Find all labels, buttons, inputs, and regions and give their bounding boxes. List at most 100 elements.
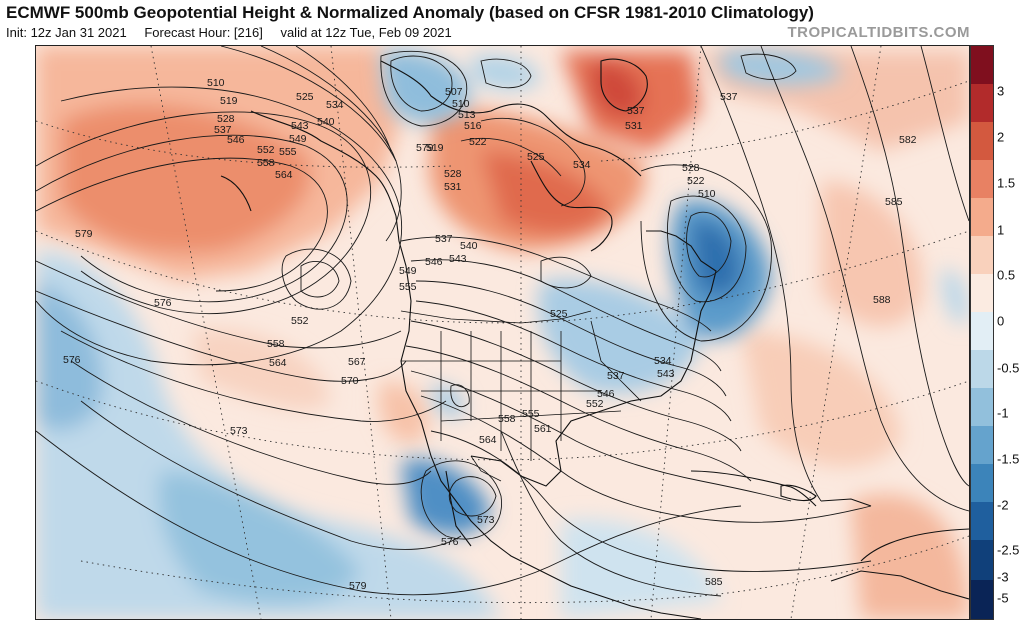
height-label: 534 bbox=[654, 355, 672, 367]
height-label: 510 bbox=[452, 98, 470, 110]
height-label: 528 bbox=[444, 168, 462, 180]
height-label: 564 bbox=[275, 169, 293, 181]
height-contours bbox=[36, 46, 969, 597]
colorbar-segment bbox=[971, 502, 993, 540]
height-label: 519 bbox=[220, 95, 238, 107]
colorbar-segment bbox=[971, 540, 993, 580]
height-label: 585 bbox=[705, 576, 723, 588]
colorbar-tick-label: 1.5 bbox=[997, 175, 1016, 191]
height-label: 537 bbox=[435, 233, 453, 245]
map-svg: 510 519 528 537 546 552 558 564 525 534 … bbox=[36, 46, 969, 619]
height-label: 537 bbox=[607, 370, 625, 382]
height-label: 537 bbox=[214, 124, 232, 136]
colorbar-tick-label: -2 bbox=[997, 497, 1009, 513]
height-label: 510 bbox=[207, 77, 225, 89]
height-label: 531 bbox=[625, 120, 643, 132]
colorbar-tick-label: 0.5 bbox=[997, 267, 1016, 283]
height-label: 552 bbox=[586, 398, 604, 410]
height-label: 579 bbox=[75, 228, 93, 240]
height-label: 516 bbox=[464, 120, 482, 132]
height-label: 528 bbox=[217, 113, 235, 125]
height-label: 525 bbox=[527, 151, 545, 163]
height-label: 540 bbox=[317, 116, 335, 128]
colorbar-segment bbox=[971, 160, 993, 198]
colorbar-tick-label: -5 bbox=[997, 590, 1009, 606]
colorbar-segment bbox=[971, 274, 993, 312]
height-label: 564 bbox=[479, 434, 497, 446]
height-label: 555 bbox=[399, 281, 417, 293]
init-time: Init: 12z Jan 31 2021 bbox=[6, 25, 127, 40]
height-label: 576 bbox=[63, 354, 81, 366]
height-label: 576 bbox=[441, 536, 459, 548]
height-label: 561 bbox=[534, 423, 552, 435]
height-label: 585 bbox=[885, 196, 903, 208]
height-label: 540 bbox=[460, 240, 478, 252]
colorbar-tick-label: 2 bbox=[997, 129, 1005, 145]
height-label: 522 bbox=[687, 175, 705, 187]
site-watermark: TROPICALTIDBITS.COM bbox=[787, 24, 970, 41]
height-label: 558 bbox=[498, 413, 516, 425]
colorbar-tick-label: -3 bbox=[997, 569, 1009, 585]
height-label: 582 bbox=[899, 134, 917, 146]
colorbar-tick-label: -0.5 bbox=[997, 360, 1020, 376]
height-label: 558 bbox=[257, 157, 275, 169]
height-label: 588 bbox=[873, 294, 891, 306]
colorbar-tick-label: -1 bbox=[997, 405, 1009, 421]
height-label: 576 bbox=[154, 297, 172, 309]
colorbar-segment bbox=[971, 312, 993, 350]
colorbar-tick-label: 0 bbox=[997, 313, 1005, 329]
height-label: 519 bbox=[426, 142, 444, 154]
colorbar-segment bbox=[971, 388, 993, 426]
colorbar-segment bbox=[971, 464, 993, 502]
colorbar-segment bbox=[971, 84, 993, 122]
valid-time: valid at 12z Tue, Feb 09 2021 bbox=[280, 25, 452, 40]
height-label: 567 bbox=[348, 356, 366, 368]
height-label: 537 bbox=[627, 105, 645, 117]
height-label: 552 bbox=[257, 144, 275, 156]
chart-title: ECMWF 500mb Geopotential Height & Normal… bbox=[6, 3, 814, 22]
colorbar-segment bbox=[971, 122, 993, 160]
height-label: 579 bbox=[416, 142, 434, 154]
height-label: 546 bbox=[227, 134, 245, 146]
height-label: 573 bbox=[230, 425, 248, 437]
colorbar-tick-label: 3 bbox=[997, 83, 1005, 99]
colorbar-tick-label: -2.5 bbox=[997, 542, 1020, 558]
anomaly-colorbar bbox=[970, 45, 994, 620]
height-label: 528 bbox=[682, 162, 700, 174]
height-label: 555 bbox=[279, 146, 297, 158]
height-label: 531 bbox=[444, 181, 462, 193]
height-label: 543 bbox=[449, 253, 467, 265]
forecast-hour: Forecast Hour: [216] bbox=[144, 25, 263, 40]
height-label: 513 bbox=[458, 109, 476, 121]
graticule bbox=[36, 46, 969, 619]
height-label: 534 bbox=[573, 159, 591, 171]
height-label: 534 bbox=[326, 99, 344, 111]
height-label: 510 bbox=[698, 188, 716, 200]
height-label: 549 bbox=[289, 133, 307, 145]
colorbar-segment bbox=[971, 426, 993, 464]
height-label: 546 bbox=[597, 388, 615, 400]
height-label: 543 bbox=[657, 368, 675, 380]
height-label: 564 bbox=[269, 357, 287, 369]
map-panel: 510 519 528 537 546 552 558 564 525 534 … bbox=[35, 45, 970, 620]
height-label: 573 bbox=[477, 514, 495, 526]
colorbar-segment bbox=[971, 236, 993, 274]
height-label: 522 bbox=[469, 136, 487, 148]
height-label: 546 bbox=[425, 256, 443, 268]
colorbar-tick-label: 1 bbox=[997, 222, 1005, 238]
colorbar-segment bbox=[971, 580, 993, 619]
height-label: 552 bbox=[291, 315, 309, 327]
height-label: 537 bbox=[720, 91, 738, 103]
height-label: 507 bbox=[445, 86, 463, 98]
colorbar-tick-label: -1.5 bbox=[997, 451, 1020, 467]
height-label: 525 bbox=[296, 91, 314, 103]
chart-subtitle: Init: 12z Jan 31 2021 Forecast Hour: [21… bbox=[6, 25, 466, 40]
coastlines bbox=[220, 58, 969, 619]
height-label: 543 bbox=[291, 120, 309, 132]
height-label: 549 bbox=[399, 265, 417, 277]
height-label: 579 bbox=[349, 580, 367, 592]
height-label: 558 bbox=[267, 338, 285, 350]
anomaly-shading bbox=[36, 46, 969, 619]
height-label: 525 bbox=[550, 308, 568, 320]
colorbar-segment bbox=[971, 46, 993, 84]
